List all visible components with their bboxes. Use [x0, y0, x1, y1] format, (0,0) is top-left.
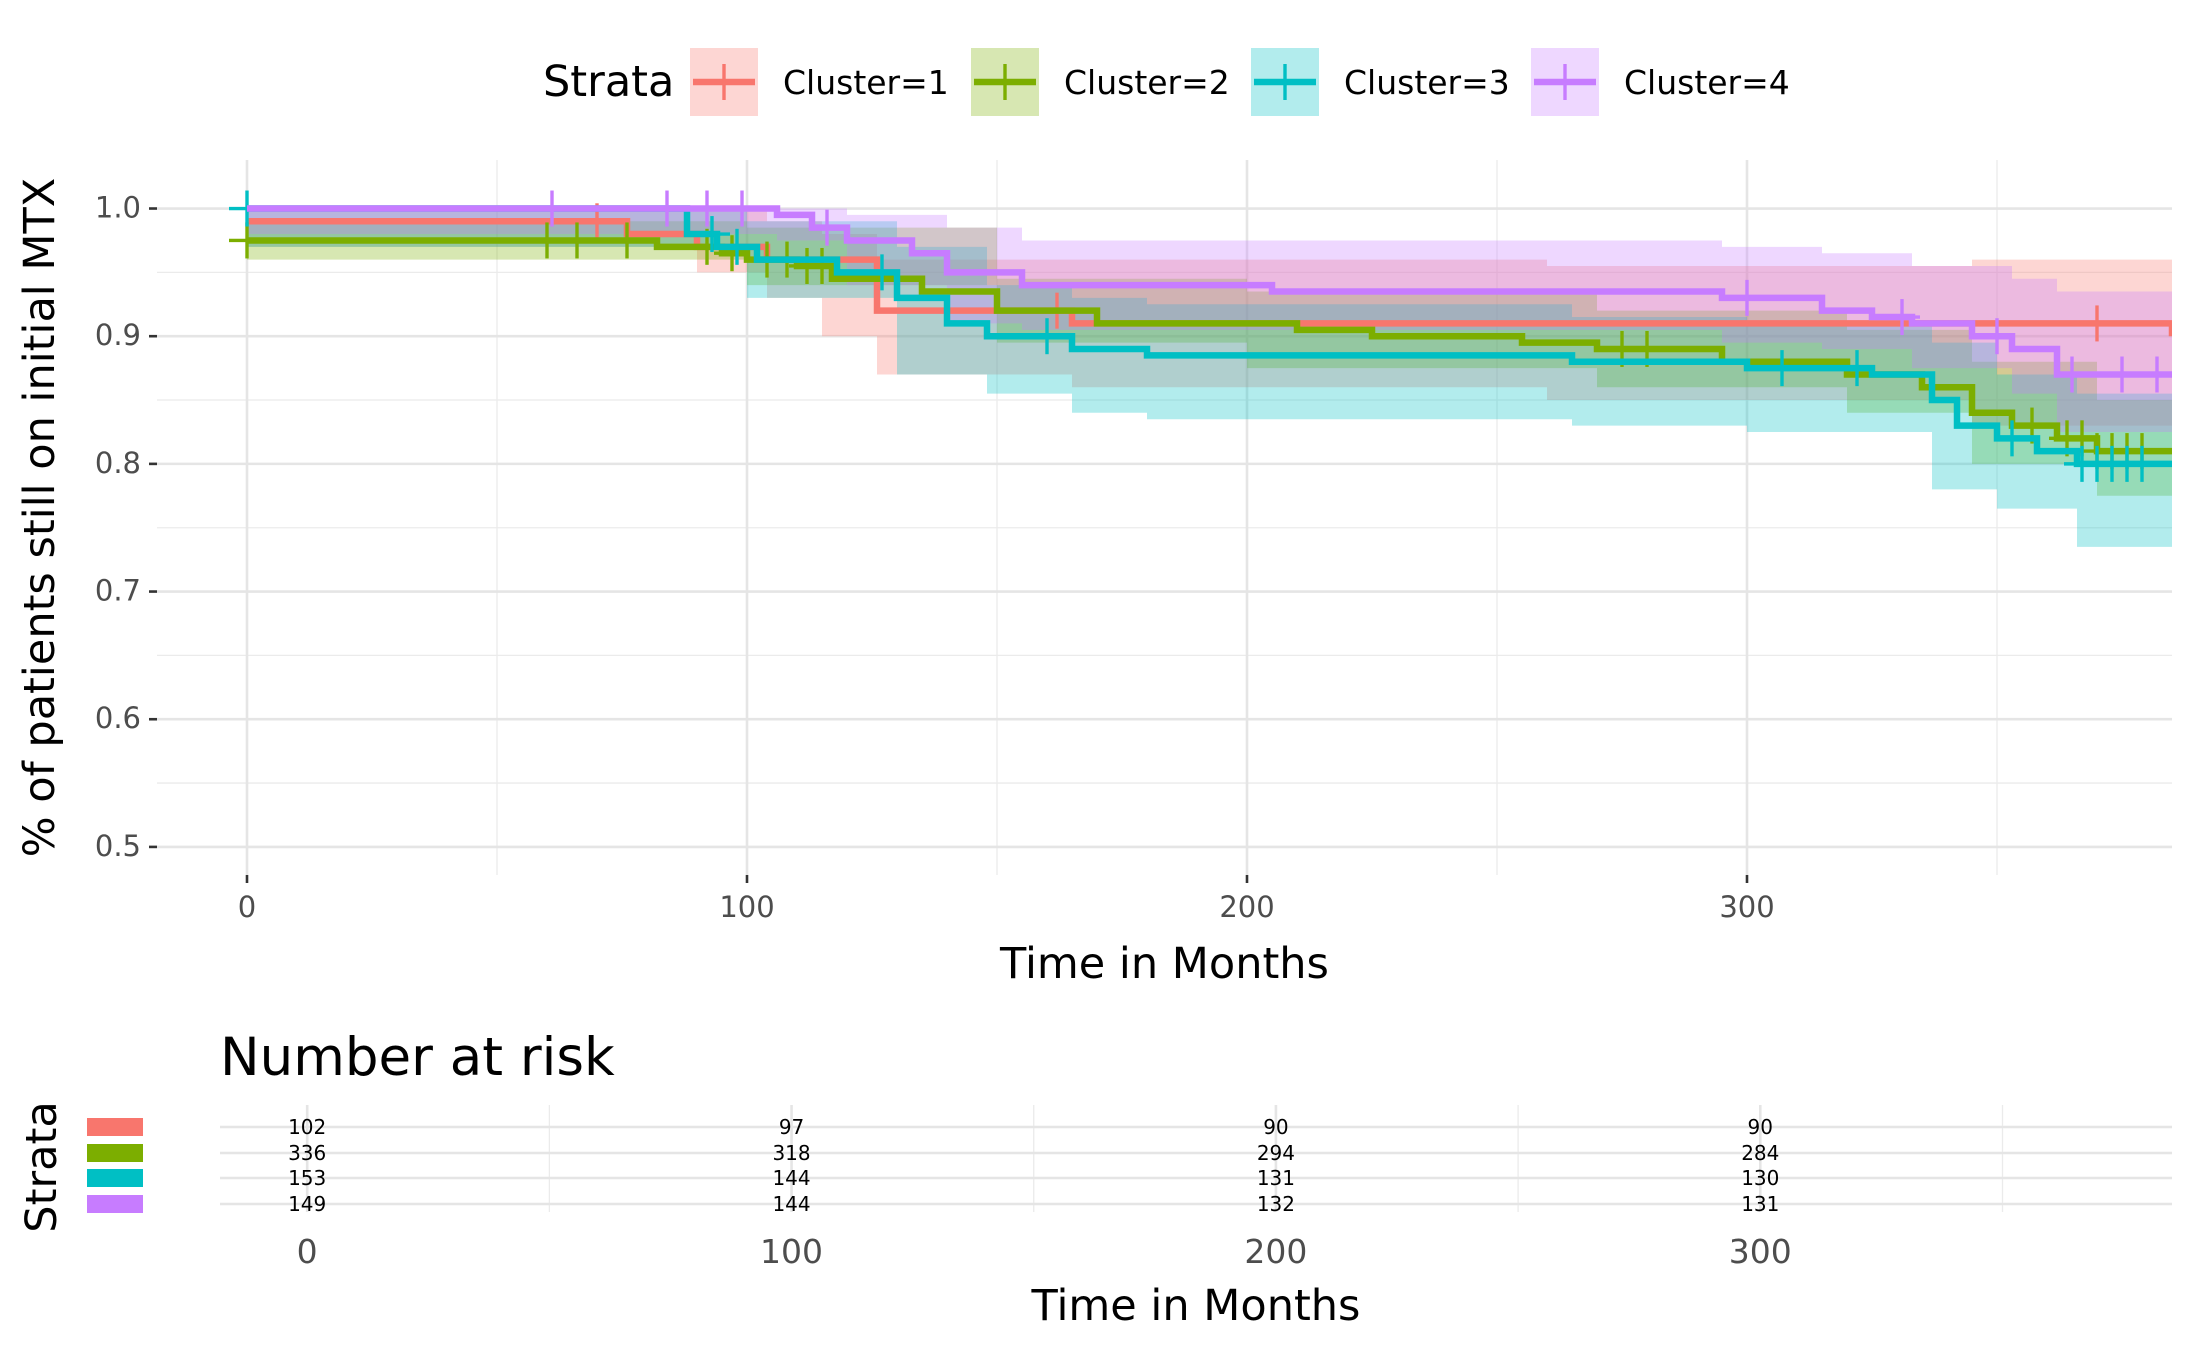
risk-count: 144 [772, 1166, 810, 1190]
risk-count: 131 [1741, 1192, 1779, 1216]
legend-label: Cluster=4 [1624, 63, 1790, 102]
risk-row-cluster-4: 149 144 132 131 [87, 1192, 1779, 1216]
y-tick-label: 0.5 [95, 829, 141, 863]
risk-count: 149 [288, 1192, 326, 1216]
legend-label: Cluster=1 [783, 63, 949, 102]
risk-x-tick-label: 0 [297, 1232, 318, 1271]
x-tick-label: 200 [1219, 890, 1274, 924]
y-axis-title: % of patients still on initial MTX [15, 178, 65, 857]
risk-count: 90 [1263, 1115, 1288, 1139]
risk-count: 336 [288, 1141, 326, 1165]
risk-gridlines [220, 1105, 2172, 1212]
x-tick-label: 300 [1719, 890, 1774, 924]
risk-x-tick-label: 200 [1244, 1232, 1307, 1271]
km-plot-area [229, 190, 2172, 547]
risk-row-cluster-1: 102 97 90 90 [87, 1115, 1773, 1139]
km-axes: 0.5 0.6 0.7 0.8 0.9 1.0 0 100 200 300 Time in Mont… [15, 178, 1775, 989]
risk-count: 131 [1257, 1166, 1295, 1190]
legend-key-cluster-1 [690, 48, 758, 116]
y-tick-label: 0.7 [95, 574, 141, 608]
legend-key-cluster-2 [971, 48, 1039, 116]
strata-color-key [87, 1144, 143, 1162]
risk-row-cluster-2: 336 318 294 284 [87, 1141, 1779, 1165]
ci-band-cluster-1 [247, 208, 2172, 426]
x-axis-title: Time in Months [999, 939, 1329, 989]
risk-count: 318 [772, 1141, 810, 1165]
strata-color-key [87, 1118, 143, 1136]
risk-count: 97 [779, 1115, 804, 1139]
legend-label: Cluster=3 [1344, 63, 1510, 102]
y-tick-label: 0.8 [95, 446, 141, 480]
series-cluster-4 [247, 190, 2172, 393]
x-tick-label: 0 [238, 890, 256, 924]
y-tick-label: 0.9 [95, 318, 141, 352]
strata-color-key [87, 1169, 143, 1187]
risk-y-axis-title: Strata [17, 1101, 67, 1232]
strata-color-key [87, 1195, 143, 1213]
legend: Strata Cluster=1 Cluster=2 Cluster=3 Cluster… [543, 48, 1790, 116]
risk-count: 130 [1741, 1166, 1779, 1190]
risk-row-cluster-3: 153 144 131 130 [87, 1166, 1779, 1190]
risk-x-tick-label: 300 [1729, 1232, 1792, 1271]
y-tick-label: 1.0 [95, 191, 141, 225]
risk-table-title: Number at risk [220, 1027, 615, 1088]
risk-count: 90 [1748, 1115, 1773, 1139]
legend-label: Cluster=2 [1064, 63, 1230, 102]
risk-count: 102 [288, 1115, 326, 1139]
legend-key-cluster-4 [1531, 48, 1599, 116]
y-tick-label: 0.6 [95, 701, 141, 735]
legend-title: Strata [543, 57, 674, 107]
x-tick-label: 100 [719, 890, 774, 924]
risk-x-tick-label: 100 [760, 1232, 823, 1271]
risk-count: 294 [1257, 1141, 1295, 1165]
legend-key-cluster-3 [1251, 48, 1319, 116]
risk-count: 284 [1741, 1141, 1779, 1165]
risk-x-axis-title: Time in Months [1031, 1281, 1361, 1331]
survival-curve [247, 205, 2172, 468]
risk-count: 132 [1257, 1192, 1295, 1216]
risk-count: 144 [772, 1192, 810, 1216]
ci-band-cluster-3 [247, 208, 2172, 547]
risk-count: 153 [288, 1166, 326, 1190]
